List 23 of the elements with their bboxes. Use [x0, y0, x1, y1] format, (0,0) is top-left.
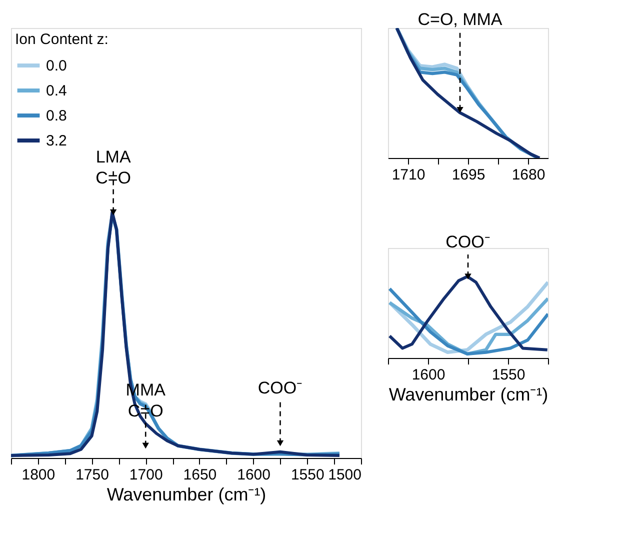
annotation: C=O, MMA: [418, 10, 503, 29]
x-axis-title: Wavenumber (cm⁻¹): [388, 384, 548, 404]
legend-label: 3.2: [46, 132, 67, 150]
x-tick-label: 1550: [492, 366, 526, 384]
x-tick-label: 1500: [328, 466, 362, 484]
x-tick-label: 1800: [22, 466, 56, 484]
x-tick-label: 1600: [237, 466, 270, 484]
x-tick-label: 1710: [392, 166, 426, 184]
x-tick-label: 1600: [412, 366, 446, 384]
annotation: COO⁻: [258, 378, 303, 398]
x-axis-title: Wavenumber (cm⁻¹): [106, 484, 266, 504]
legend-label: 0.8: [46, 108, 67, 124]
legend-label: 0.4: [46, 82, 67, 100]
x-tick-label: 1695: [452, 166, 486, 184]
annotation: COO⁻: [446, 232, 490, 252]
x-tick-label: 1650: [183, 466, 217, 484]
legend-title: Ion Content z:: [15, 31, 108, 48]
x-tick-label: 1700: [129, 466, 163, 484]
x-tick-label: 1680: [512, 166, 546, 184]
legend-label: 0.0: [46, 58, 67, 74]
x-tick-label: 1750: [76, 466, 109, 484]
annotation: LMA C=O: [96, 147, 132, 188]
x-tick-label: 1550: [290, 466, 324, 484]
